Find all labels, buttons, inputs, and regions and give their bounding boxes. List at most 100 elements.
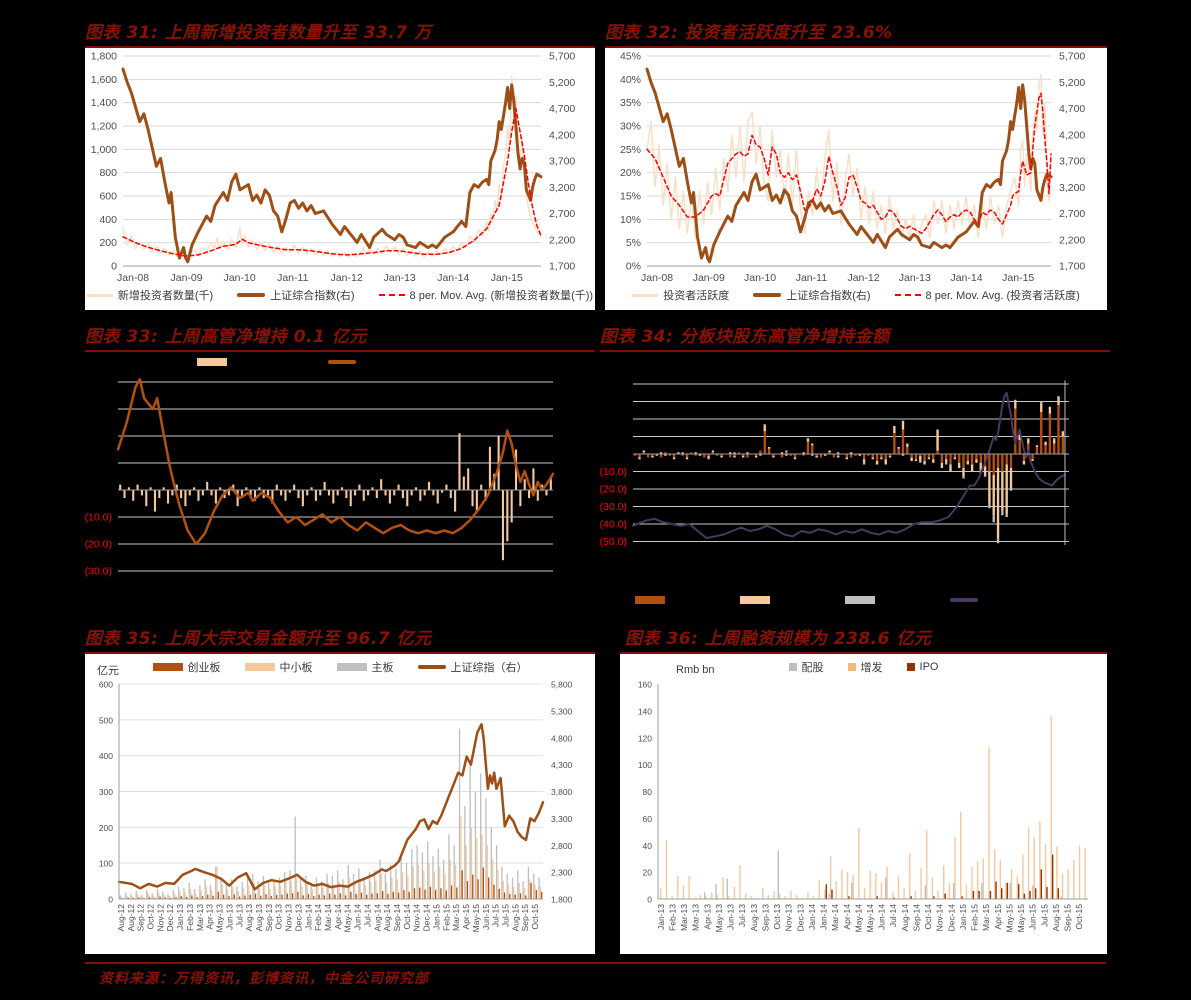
figure-32: 图表 32: 投资者活跃度升至 23.6% 0% 5% 10% 15% 20% 25% 30… [605, 22, 1107, 310]
svg-text:Nov-14: Nov-14 [935, 904, 945, 932]
svg-text:Mar-13: Mar-13 [679, 904, 689, 931]
svg-text:Jan-08: Jan-08 [641, 272, 673, 284]
legend-label: 配股 [801, 662, 824, 674]
svg-text:3,700: 3,700 [1059, 156, 1085, 168]
svg-text:160: 160 [638, 680, 652, 690]
svg-text:Sep-15: Sep-15 [520, 904, 530, 932]
bar-swatch-icon [740, 596, 770, 604]
legend-label: 中小板 [279, 662, 313, 674]
svg-text:Dec-14: Dec-14 [946, 904, 956, 932]
figure-36-unit-label: Rmb bn [676, 664, 715, 676]
svg-text:Aug-13: Aug-13 [254, 904, 264, 932]
thick-swatch-icon [417, 665, 446, 669]
svg-text:Jan-14: Jan-14 [437, 272, 469, 284]
svg-text:Mar-14: Mar-14 [830, 904, 840, 931]
figure-33-legend [197, 358, 361, 366]
figure-31-title-rule [85, 46, 595, 48]
svg-text:2,700: 2,700 [549, 208, 575, 220]
legend-item: 新增投资者数量(千) [86, 287, 214, 303]
svg-text:Sep-14: Sep-14 [392, 904, 402, 932]
svg-text:Aug-14: Aug-14 [382, 904, 392, 932]
svg-text:20: 20 [643, 868, 653, 878]
svg-text:Jan-13: Jan-13 [656, 904, 666, 930]
svg-text:Feb-13: Feb-13 [185, 904, 195, 931]
svg-text:Jan-11: Jan-11 [277, 272, 308, 284]
svg-text:Apr-15: Apr-15 [993, 904, 1003, 930]
svg-text:Sep-13: Sep-13 [760, 904, 770, 932]
figure-35-title: 图表 35: 上周大宗交易金额升至 96.7 亿元 [85, 629, 432, 649]
figure-34: 图表 34: 分板块股东高管净增持金额 (10.0) (20.0) (30.0) (4… [600, 326, 1110, 622]
svg-text:600: 600 [99, 680, 113, 690]
svg-text:Sep-15: Sep-15 [1063, 904, 1073, 932]
svg-text:300: 300 [99, 787, 113, 797]
svg-text:Oct-15: Oct-15 [1074, 904, 1084, 930]
figure-34-plot: (10.0) (20.0) (30.0) (40.0) (50.0) [600, 380, 1069, 548]
legend-label: 投资者活跃度 [663, 290, 730, 302]
svg-text:Feb-13: Feb-13 [667, 904, 677, 931]
svg-text:Dec-14: Dec-14 [422, 904, 432, 932]
svg-text:1,000: 1,000 [91, 144, 117, 156]
svg-text:2,200: 2,200 [549, 234, 575, 246]
svg-text:(50.0): (50.0) [600, 536, 627, 548]
legend-label: 创业板 [187, 662, 221, 674]
dash-swatch-icon [378, 294, 405, 296]
svg-text:4,700: 4,700 [1059, 103, 1085, 115]
legend-item [328, 360, 361, 364]
svg-text:5,200: 5,200 [549, 77, 575, 89]
svg-text:Jan-15: Jan-15 [491, 272, 523, 284]
thick-swatch-icon [237, 293, 266, 297]
svg-text:Jul-15: Jul-15 [491, 904, 501, 927]
svg-text:Aug-14: Aug-14 [900, 904, 910, 932]
figure-33-title-rule [85, 350, 595, 352]
figure-31: 图表 31: 上周新增投资者数量升至 33.7 万 0 200 400 600 800 1… [85, 22, 595, 310]
svg-text:Oct-15: Oct-15 [530, 904, 540, 930]
svg-text:400: 400 [99, 751, 113, 761]
source-note: 资料来源：万得资讯，彭博资讯，中金公司研究部 [99, 971, 429, 987]
svg-text:Jul-13: Jul-13 [737, 904, 747, 927]
svg-text:May-15: May-15 [1016, 904, 1026, 933]
svg-text:Feb-15: Feb-15 [441, 904, 451, 931]
svg-text:Jan-15: Jan-15 [431, 904, 441, 930]
svg-text:Jul-15: Jul-15 [500, 904, 510, 927]
svg-text:Jul-14: Jul-14 [888, 904, 898, 927]
svg-text:Jan-09: Jan-09 [693, 272, 725, 284]
svg-text:Feb-15: Feb-15 [970, 904, 980, 931]
svg-text:Jan-14: Jan-14 [819, 904, 829, 930]
svg-text:Jun-13: Jun-13 [224, 904, 234, 930]
svg-text:2,700: 2,700 [1059, 208, 1085, 220]
legend-item: 8 per. Mov. Avg. (投资者活跃度) [894, 287, 1080, 303]
footer-rule [85, 962, 1106, 964]
thick-swatch-icon [328, 360, 356, 364]
svg-text:4,800: 4,800 [551, 733, 573, 743]
svg-text:3,800: 3,800 [551, 787, 573, 797]
svg-text:Oct-14: Oct-14 [923, 904, 933, 930]
svg-text:Jan-14: Jan-14 [807, 904, 817, 930]
svg-text:Apr-13: Apr-13 [205, 904, 215, 930]
legend-item [740, 596, 775, 604]
svg-text:600: 600 [99, 191, 117, 203]
figure-31-legend: 新增投资者数量(千) 上证综合指数(右) 8 per. Mov. Avg. (新增投… [85, 287, 595, 303]
legend-item: IPO [906, 661, 938, 673]
figure-33-title: 图表 33: 上周高管净增持 0.1 亿元 [85, 327, 367, 347]
svg-text:Jan-12: Jan-12 [847, 272, 879, 284]
legend-item [845, 596, 880, 604]
legend-label: 新增投资者数量(千) [117, 290, 214, 302]
svg-text:Oct-13: Oct-13 [772, 904, 782, 930]
legend-item: 投资者活跃度 [632, 287, 729, 303]
svg-text:Jun-13: Jun-13 [726, 904, 736, 930]
svg-text:Jan-13: Jan-13 [384, 272, 416, 284]
svg-text:Jul-13: Jul-13 [234, 904, 244, 927]
svg-text:0: 0 [111, 261, 117, 273]
svg-text:Oct-13: Oct-13 [274, 904, 284, 930]
svg-text:(20.0): (20.0) [600, 484, 627, 496]
svg-text:30%: 30% [620, 121, 641, 133]
svg-text:5,800: 5,800 [551, 680, 573, 690]
figure-34-legend [635, 596, 983, 604]
svg-text:Dec-13: Dec-13 [795, 904, 805, 932]
svg-text:1,600: 1,600 [91, 74, 117, 86]
svg-text:Mar-14: Mar-14 [323, 904, 333, 931]
svg-text:(20.0): (20.0) [85, 539, 112, 551]
svg-text:45%: 45% [620, 51, 641, 63]
svg-text:Mar-15: Mar-15 [451, 904, 461, 931]
svg-text:Oct-12: Oct-12 [146, 904, 156, 930]
